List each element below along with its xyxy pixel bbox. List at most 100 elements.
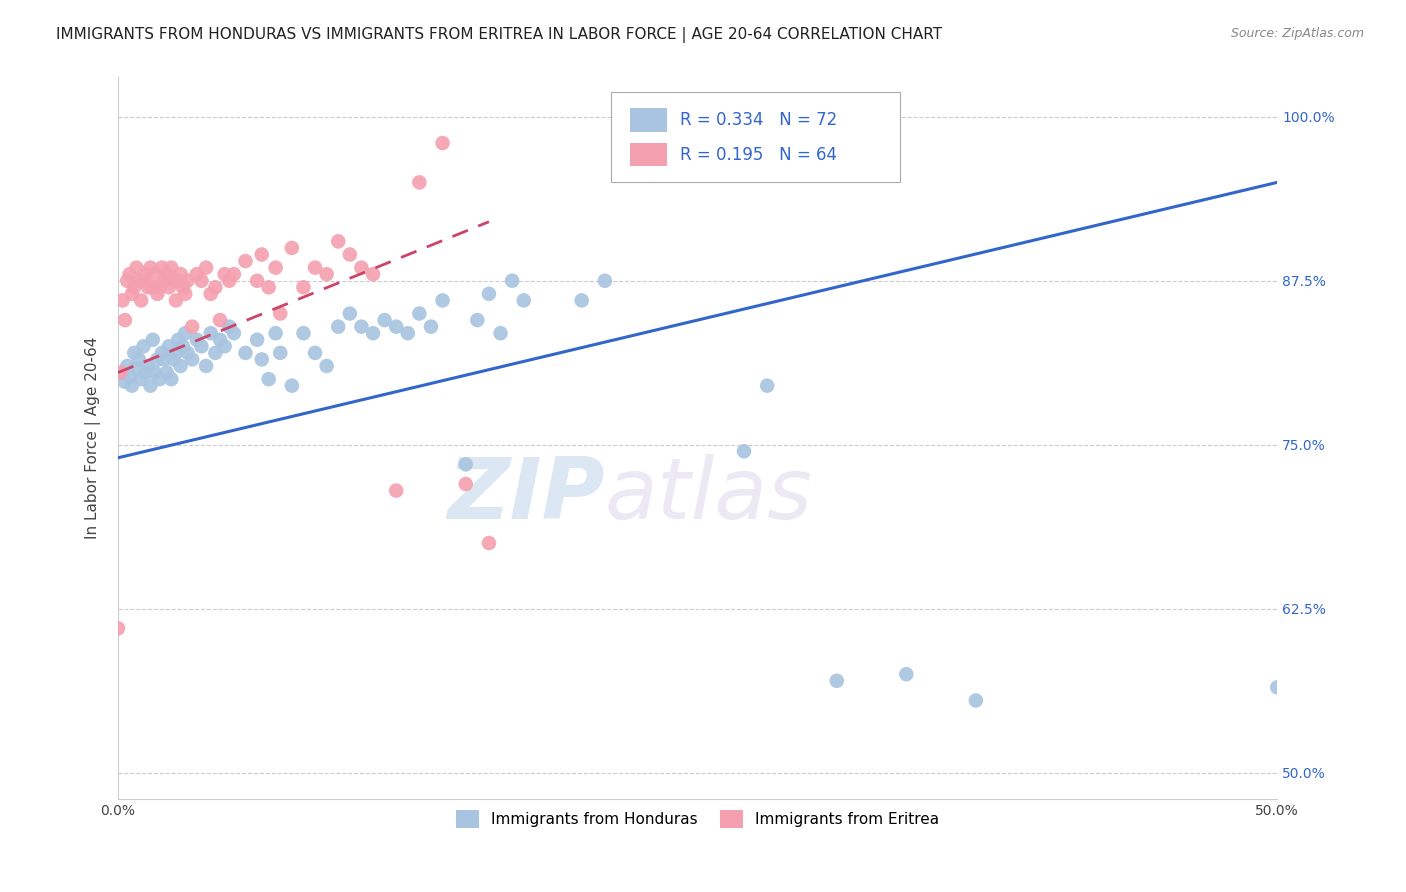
Point	[756, 378, 779, 392]
Point	[142, 280, 165, 294]
Point	[264, 260, 287, 275]
Point	[115, 359, 138, 373]
Point	[733, 444, 755, 458]
Point	[1265, 681, 1288, 695]
Point	[139, 260, 162, 275]
Point	[181, 352, 204, 367]
Point	[374, 313, 396, 327]
Point	[501, 274, 523, 288]
Point	[122, 280, 145, 294]
Point	[162, 274, 184, 288]
Point	[361, 326, 384, 341]
Point	[160, 372, 183, 386]
Point	[111, 293, 134, 308]
Point	[156, 366, 179, 380]
Point	[143, 267, 166, 281]
Point	[222, 267, 245, 281]
Bar	[630, 109, 668, 131]
Point	[339, 306, 361, 320]
Point	[664, 103, 686, 118]
Point	[420, 319, 443, 334]
Point	[512, 293, 534, 308]
Point	[218, 319, 240, 334]
Point	[149, 372, 172, 386]
Point	[111, 366, 134, 380]
Point	[269, 346, 291, 360]
Point	[454, 477, 477, 491]
Point	[640, 169, 662, 183]
Point	[118, 369, 141, 384]
Point	[107, 621, 129, 635]
Point	[149, 280, 172, 294]
Point	[156, 267, 179, 281]
Point	[139, 378, 162, 392]
Point	[350, 319, 373, 334]
Point	[292, 326, 315, 341]
Point	[153, 274, 176, 288]
Point	[214, 267, 236, 281]
Point	[315, 267, 337, 281]
Text: R = 0.334   N = 72: R = 0.334 N = 72	[681, 111, 838, 129]
Point	[160, 260, 183, 275]
Point	[235, 346, 257, 360]
Point	[176, 346, 198, 360]
Point	[136, 359, 159, 373]
Point	[204, 346, 226, 360]
Point	[129, 372, 152, 386]
Point	[250, 352, 273, 367]
Point	[408, 306, 430, 320]
Point	[361, 267, 384, 281]
Point	[143, 366, 166, 380]
Point	[169, 359, 191, 373]
Point	[339, 247, 361, 261]
Point	[432, 293, 454, 308]
Point	[115, 274, 138, 288]
Point	[165, 293, 187, 308]
Point	[257, 372, 280, 386]
Point	[396, 326, 419, 341]
Point	[128, 274, 150, 288]
Point	[454, 458, 477, 472]
Point	[167, 333, 190, 347]
Point	[328, 319, 350, 334]
Point	[157, 280, 180, 294]
Point	[121, 378, 143, 392]
Point	[385, 483, 408, 498]
Point	[174, 326, 197, 341]
Point	[167, 274, 190, 288]
Point	[467, 313, 489, 327]
Text: atlas: atlas	[605, 454, 813, 537]
Point	[250, 247, 273, 261]
Point	[162, 352, 184, 367]
Point	[246, 333, 269, 347]
Point	[142, 333, 165, 347]
Point	[235, 254, 257, 268]
Point	[304, 260, 326, 275]
Point	[146, 286, 169, 301]
Point	[169, 267, 191, 281]
Point	[315, 359, 337, 373]
Point	[195, 260, 218, 275]
Point	[200, 286, 222, 301]
Point	[200, 326, 222, 341]
Text: IMMIGRANTS FROM HONDURAS VS IMMIGRANTS FROM ERITREA IN LABOR FORCE | AGE 20-64 C: IMMIGRANTS FROM HONDURAS VS IMMIGRANTS F…	[56, 27, 942, 43]
Point	[172, 339, 194, 353]
Point	[129, 293, 152, 308]
Point	[264, 326, 287, 341]
Point	[174, 286, 197, 301]
Point	[292, 280, 315, 294]
Text: R = 0.195   N = 64: R = 0.195 N = 64	[681, 145, 837, 163]
Point	[172, 280, 194, 294]
Point	[478, 286, 501, 301]
Point	[269, 306, 291, 320]
Point	[208, 313, 231, 327]
Point	[121, 286, 143, 301]
Point	[165, 346, 187, 360]
Point	[135, 366, 157, 380]
Point	[118, 267, 141, 281]
Point	[825, 673, 848, 688]
Y-axis label: In Labor Force | Age 20-64: In Labor Force | Age 20-64	[86, 337, 101, 540]
Point	[176, 274, 198, 288]
Point	[157, 339, 180, 353]
Bar	[630, 143, 668, 166]
